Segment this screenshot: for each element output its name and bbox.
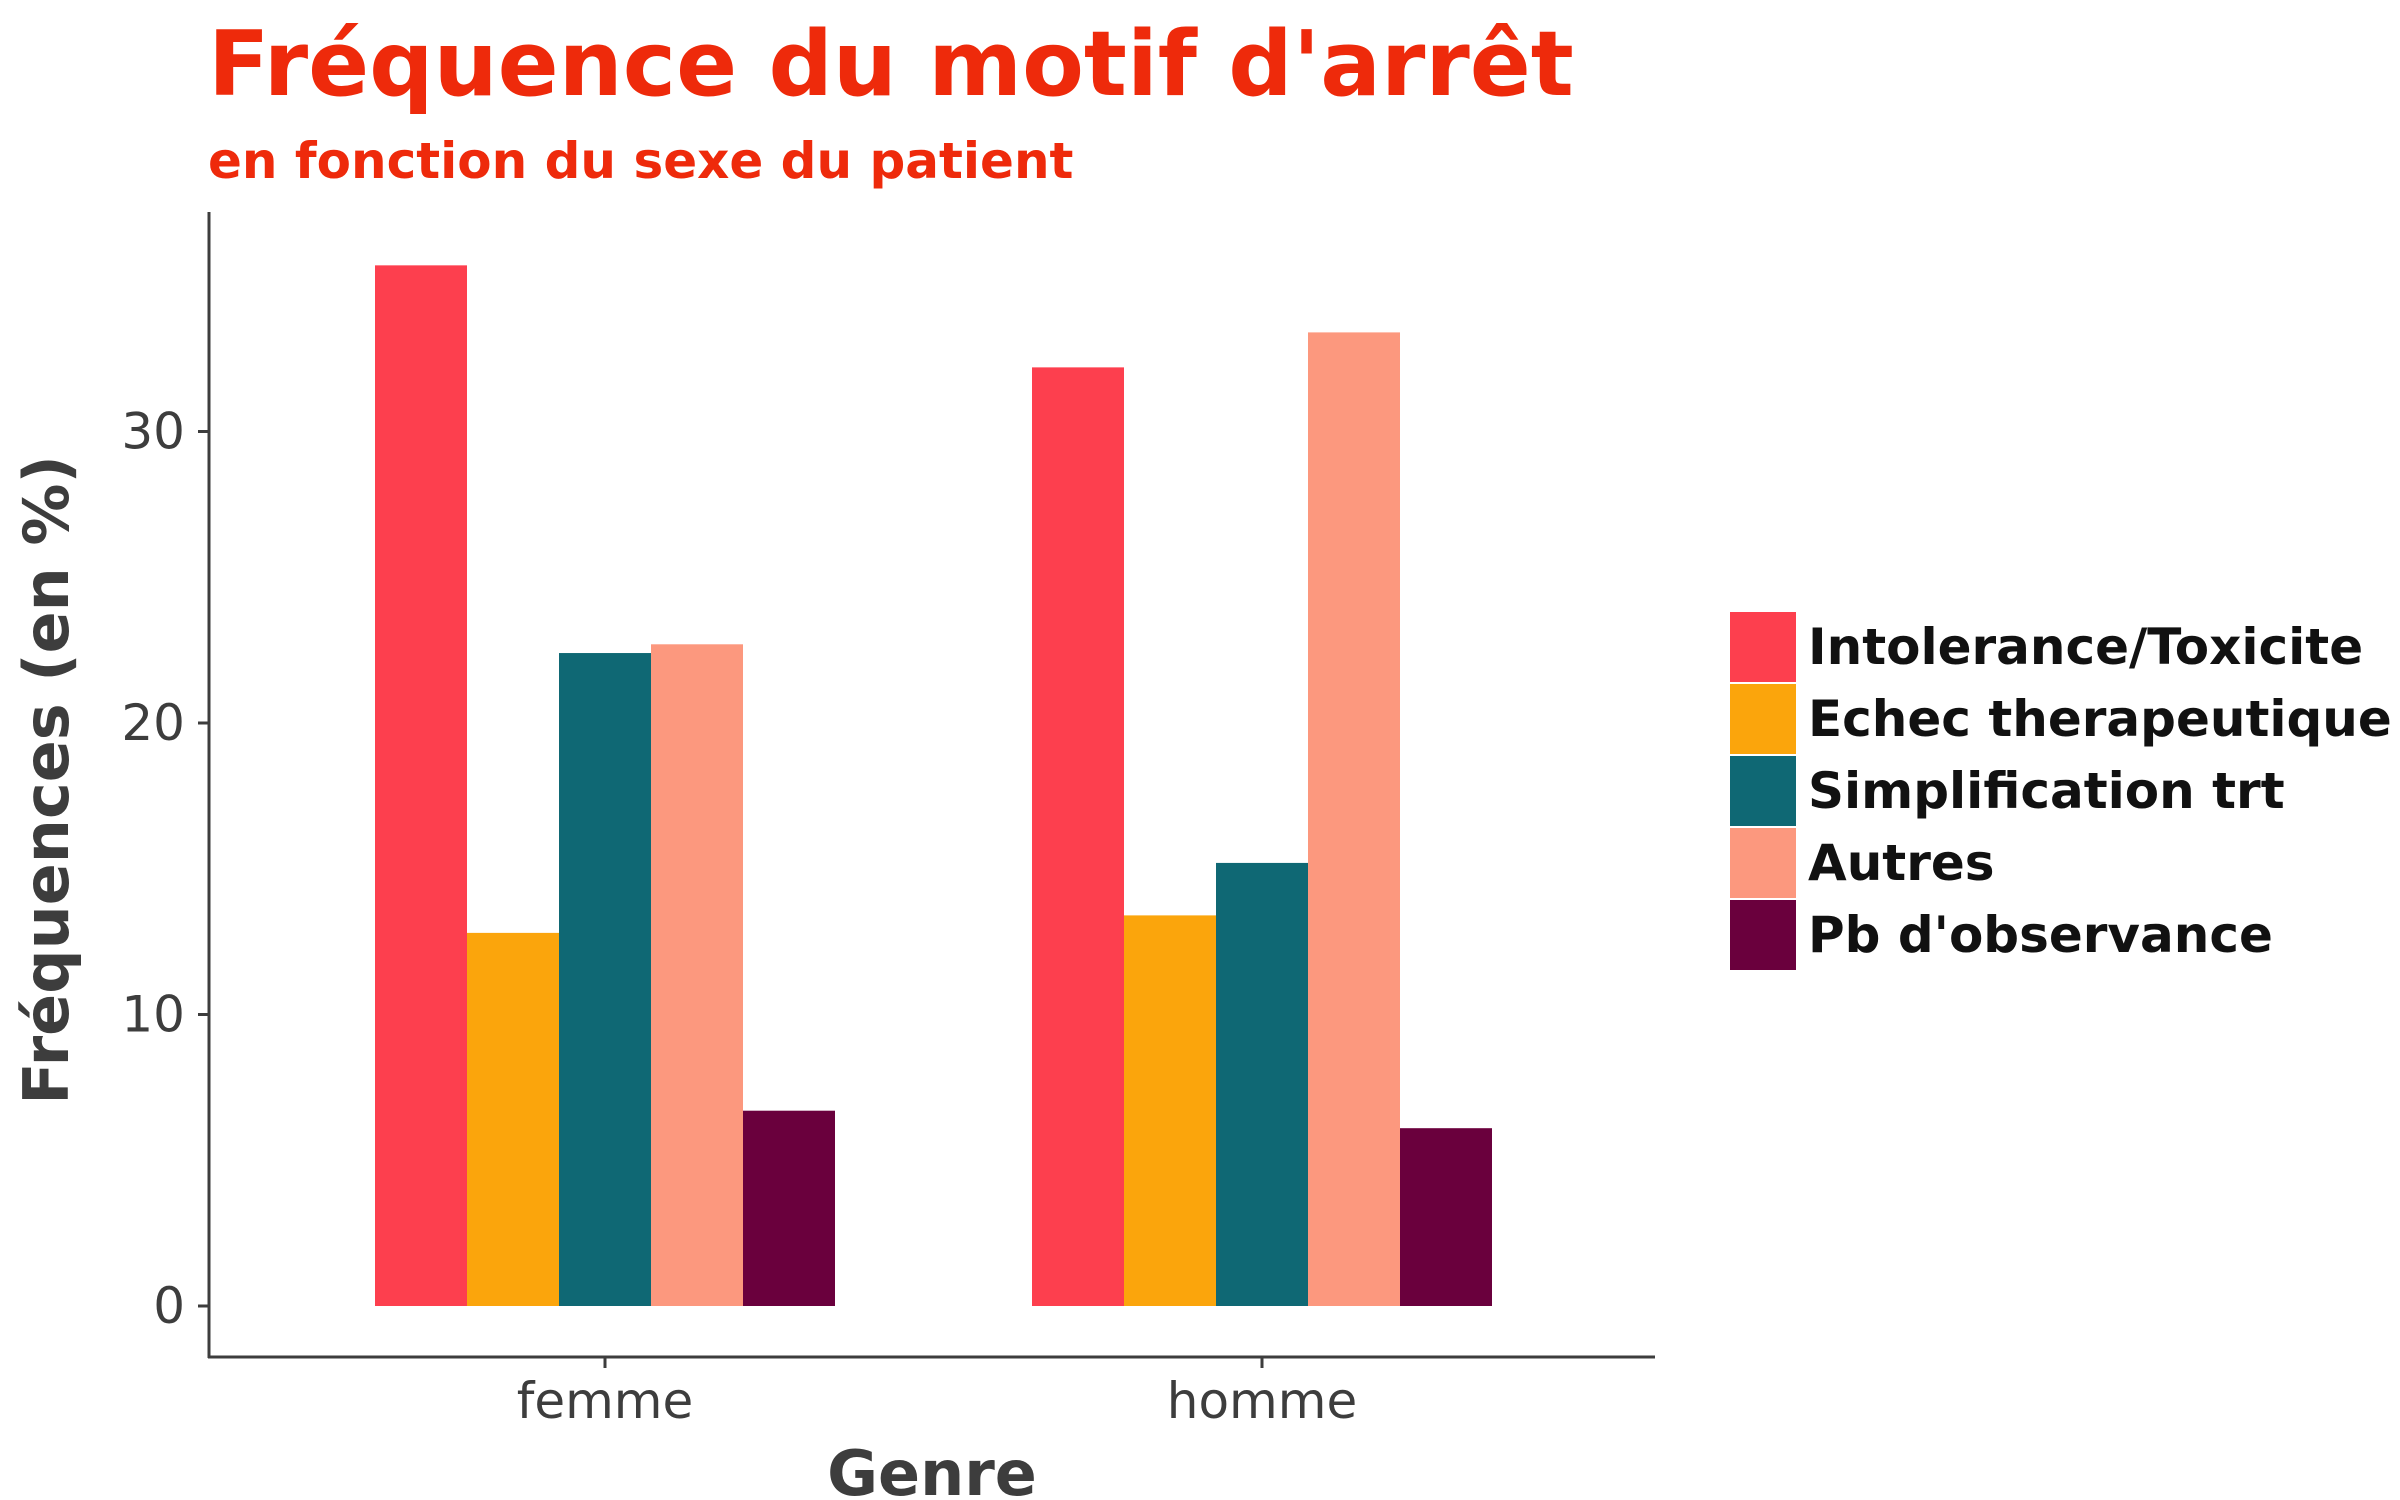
legend-key-3 [1730,828,1796,898]
legend-key-4 [1730,900,1796,970]
legend-label-1: Echec therapeutique [1808,690,2392,748]
bar-homme-4 [1400,1128,1492,1306]
bar-femme-4 [743,1110,835,1306]
legend-label-0: Intolerance/Toxicite [1808,618,2363,676]
legend-label-4: Pb d'observance [1808,906,2273,964]
bar-femme-3 [651,644,743,1306]
chart-title: Fréquence du motif d'arrêt [208,12,1574,117]
y-axis-title: Fréquences (en %) [10,455,83,1105]
legend-label-2: Simplification trt [1808,762,2285,820]
bars [375,265,1492,1307]
legend-label-3: Autres [1808,834,1995,892]
y-axis-ticks: 0 10 20 30 [121,403,209,1335]
y-tick-label: 10 [121,986,185,1044]
y-tick-label: 0 [153,1277,185,1335]
legend: Intolerance/Toxicite Echec therapeutique S… [1730,612,2392,970]
y-tick-label: 30 [121,403,185,461]
bar-homme-2 [1216,862,1308,1306]
y-tick-label: 20 [121,694,185,752]
x-tick-label-homme: homme [1167,1372,1357,1430]
bar-homme-1 [1124,915,1216,1306]
x-axis-ticks: femme homme [517,1357,1357,1430]
bar-homme-3 [1308,332,1400,1306]
legend-key-0 [1730,612,1796,682]
legend-key-2 [1730,756,1796,826]
bar-homme-0 [1032,367,1124,1306]
bar-femme-1 [467,932,559,1306]
bar-femme-0 [375,265,467,1307]
x-axis-title: Genre [827,1437,1037,1500]
x-tick-label-femme: femme [517,1372,694,1430]
bar-femme-2 [559,653,651,1306]
legend-key-1 [1730,684,1796,754]
chart-subtitle: en fonction du sexe du patient [208,132,1073,190]
